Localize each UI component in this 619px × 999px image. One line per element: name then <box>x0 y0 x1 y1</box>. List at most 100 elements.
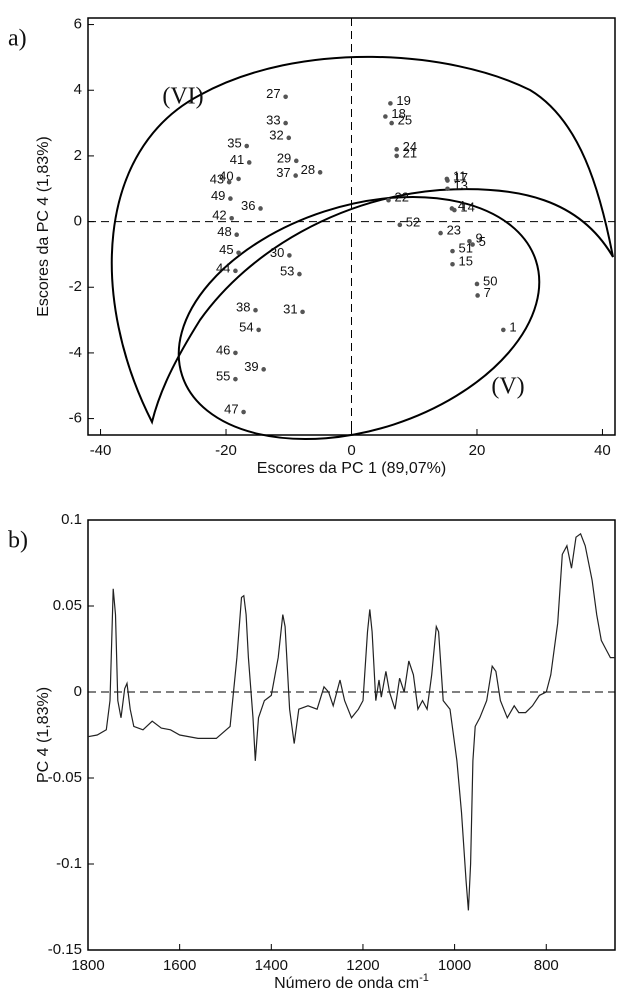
point-label: 47 <box>224 401 238 416</box>
point-label: 28 <box>301 162 315 177</box>
point-label: 44 <box>216 260 230 275</box>
point <box>397 222 403 228</box>
point <box>450 261 455 267</box>
point-label: 41 <box>230 152 244 167</box>
x-tick-label: 1000 <box>438 957 471 974</box>
point-label: 36 <box>241 198 255 213</box>
point <box>388 101 393 106</box>
point <box>470 242 475 247</box>
x-tick-label: -20 <box>215 442 237 459</box>
x-tick-label: 0 <box>347 442 355 459</box>
point <box>452 207 457 213</box>
panel-label: b) <box>8 528 28 554</box>
point-label: 35 <box>227 135 241 150</box>
point <box>450 248 455 254</box>
x-tick-label: -40 <box>90 442 112 459</box>
point <box>317 170 323 175</box>
y-tick-label: -4 <box>69 344 82 361</box>
point <box>226 179 232 185</box>
point-label: 43 <box>210 172 224 187</box>
y-tick-label: 0 <box>74 213 82 230</box>
point-label: 51 <box>459 241 473 256</box>
point-label: 39 <box>244 359 258 374</box>
point-label: 37 <box>276 165 290 180</box>
y-tick-label: 4 <box>74 81 82 98</box>
x-tick-label: 40 <box>594 442 611 459</box>
panel-label: a) <box>8 26 27 52</box>
point-label: 31 <box>283 301 297 316</box>
point <box>234 232 239 238</box>
y-tick-label: -6 <box>69 410 82 427</box>
point-label: 48 <box>217 224 231 239</box>
point-label: 4 <box>458 198 465 213</box>
spectrum-line <box>87 532 615 911</box>
point-label: 19 <box>396 93 410 108</box>
y-tick-label: -0.05 <box>48 769 82 786</box>
y-tick-label: 0.05 <box>53 597 82 614</box>
point-label: 45 <box>219 242 233 257</box>
point-label: 17 <box>453 170 467 185</box>
point <box>445 186 450 192</box>
y-tick-label: 2 <box>74 147 82 164</box>
point-label: 13 <box>453 178 467 193</box>
y-tick-label: -0.15 <box>48 941 82 958</box>
point <box>438 230 443 236</box>
point <box>261 367 266 372</box>
x-tick-label: 1400 <box>255 957 288 974</box>
point-label: 5 <box>479 234 486 249</box>
x-axis-label-text: Escores da PC 1 (89,07%) <box>257 460 446 477</box>
y-tick-label: 6 <box>74 16 82 33</box>
cluster-vi-outline <box>110 55 614 425</box>
point-label: 14 <box>460 200 474 215</box>
y-tick-label: 0 <box>74 683 82 700</box>
point <box>474 281 480 287</box>
point-label: 40 <box>219 168 233 183</box>
y-tick-label: -2 <box>69 278 82 295</box>
point-label: 46 <box>216 342 230 357</box>
point <box>236 176 241 182</box>
x-tick-label: 1600 <box>163 957 196 974</box>
point <box>389 120 394 126</box>
point <box>233 268 238 274</box>
point-label: 33 <box>266 113 280 128</box>
point <box>283 120 288 126</box>
x-tick-label: 20 <box>469 442 486 459</box>
point <box>394 153 399 159</box>
point-label: 11 <box>453 168 467 183</box>
point <box>297 271 302 277</box>
annotation: (V) <box>491 374 524 400</box>
point <box>228 196 233 201</box>
point <box>467 238 472 244</box>
point-label: 15 <box>459 254 473 269</box>
point <box>253 307 258 313</box>
point <box>283 94 288 100</box>
point-label: 54 <box>239 319 253 334</box>
y-tick-label: -0.1 <box>56 855 82 872</box>
point <box>241 409 246 415</box>
point <box>501 327 506 333</box>
point-label: 24 <box>403 139 417 154</box>
point-label: 55 <box>216 369 230 384</box>
y-axis-label: PC 4 (1,83%) <box>35 687 52 783</box>
point <box>236 250 241 256</box>
point <box>394 147 399 152</box>
point <box>383 114 388 119</box>
point-label: 21 <box>403 145 417 160</box>
y-axis-label: Escores da PC 4 (1,83%) <box>35 136 52 317</box>
point-label: 1 <box>509 319 516 334</box>
x-tick-label: 1800 <box>71 957 104 974</box>
point-label: 38 <box>236 300 250 315</box>
point <box>287 253 292 258</box>
point-label: 27 <box>266 86 280 101</box>
y-tick-label: 0.1 <box>61 511 82 528</box>
point-label: 49 <box>211 188 225 203</box>
point-label: 30 <box>270 245 284 260</box>
point <box>233 376 238 382</box>
x-axis-label-superscript: -1 <box>419 972 429 984</box>
point-label: 32 <box>269 127 283 142</box>
x-tick-label: 1200 <box>346 957 379 974</box>
point <box>258 206 263 211</box>
point <box>300 309 305 315</box>
point <box>244 143 250 149</box>
point <box>475 293 480 298</box>
